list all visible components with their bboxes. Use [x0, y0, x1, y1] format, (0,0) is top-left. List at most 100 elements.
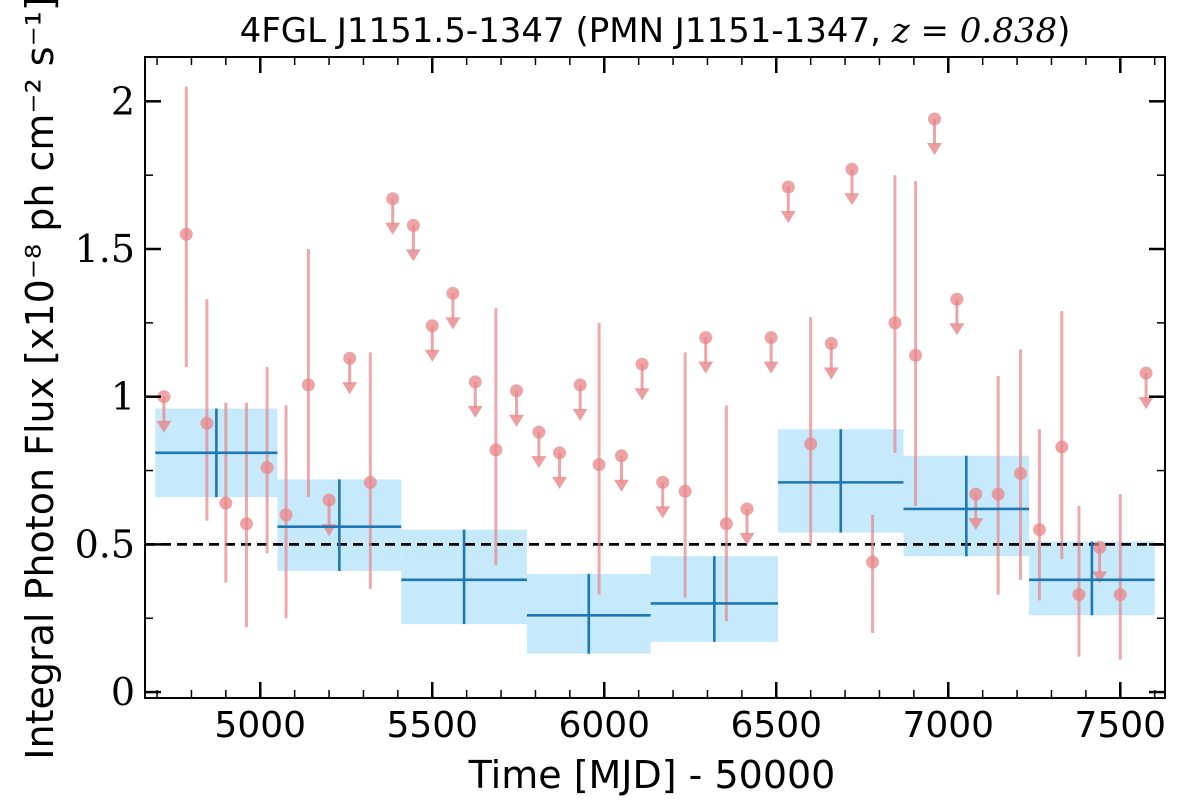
data-point-marker: [200, 416, 214, 430]
data-point-marker: [1113, 588, 1127, 602]
upper-limit: [1138, 366, 1154, 410]
upper-limit-arrow-head: [739, 532, 755, 545]
y-axis-label: Integral Photon Flux [x10⁻⁸ ph cm⁻² s⁻¹]: [18, 0, 62, 760]
upper-limit: [949, 292, 965, 336]
data-point-marker: [260, 461, 274, 475]
upper-limit: [1092, 540, 1108, 584]
data-point: [991, 376, 1005, 595]
upper-limit: [342, 351, 358, 395]
upper-limit-arrow-head: [445, 317, 461, 330]
upper-limit: [531, 425, 547, 469]
long-bin: [1029, 541, 1155, 616]
upper-limit: [927, 112, 943, 156]
data-point-marker: [1072, 588, 1086, 602]
data-point-marker: [1055, 440, 1069, 454]
upper-limit: [552, 446, 568, 489]
upper-limit: [739, 502, 755, 545]
upper-limit-arrow-head: [1138, 397, 1154, 410]
data-point: [678, 352, 692, 598]
data-point-marker: [363, 475, 377, 489]
chart-title: 4FGL J1151.5-1347 (PMN J1151-1347, z = 0…: [240, 11, 1071, 51]
x-tick-label: 6500: [730, 705, 822, 746]
upper-limit: [698, 331, 714, 374]
data-point-marker: [301, 378, 315, 392]
x-tick-label: 5500: [386, 705, 478, 746]
data-point-marker: [279, 508, 293, 522]
chart-title-close: ): [1057, 11, 1070, 51]
upper-limit: [780, 180, 796, 223]
data-point-marker: [239, 517, 253, 531]
data-point: [888, 175, 902, 453]
data-point-marker: [489, 443, 503, 457]
plot-area: 5000 5500 6000 6500 7000 7500 0 0.5 1 1.5 2: [75, 56, 1166, 746]
x-tick-label: 7500: [1074, 705, 1166, 746]
upper-limit-arrow-head: [156, 420, 172, 433]
data-point-marker: [678, 484, 692, 498]
upper-limit-arrow-head: [405, 249, 421, 262]
data-point: [1113, 494, 1127, 660]
x-axis-label: Time [MJD] - 50000: [468, 753, 836, 797]
upper-limit: [405, 218, 421, 262]
data-point: [219, 402, 233, 583]
upper-limit-arrow-head: [1092, 571, 1108, 584]
data-point-marker: [179, 227, 193, 241]
upper-limit-arrow-head: [780, 210, 796, 223]
data-point-marker: [219, 496, 233, 510]
upper-limit: [844, 162, 860, 206]
upper-limit-arrow-head: [823, 367, 839, 380]
data-point: [363, 352, 377, 589]
data-point-marker: [991, 487, 1005, 501]
data-point: [909, 181, 923, 506]
y-tick-label: 2: [111, 79, 135, 123]
chart-title-redshift: z = 0.838: [891, 11, 1057, 51]
upper-limit: [763, 331, 779, 374]
data-point: [1032, 429, 1046, 601]
upper-limit: [968, 487, 984, 531]
data-point-marker: [909, 348, 923, 362]
y-tick-label: 0: [111, 670, 135, 714]
data-point: [1055, 311, 1069, 560]
data-point: [866, 514, 880, 634]
data-point-marker: [1032, 523, 1046, 537]
long-bin: [277, 479, 402, 571]
data-point: [200, 299, 214, 521]
upper-limit-arrow-head: [613, 479, 629, 492]
upper-limit: [156, 390, 172, 433]
upper-limit: [509, 384, 525, 427]
data-point: [179, 86, 193, 368]
long-bin: [903, 455, 1030, 557]
data-point-marker: [1014, 467, 1028, 481]
data-point-marker: [804, 437, 818, 451]
x-tick-label: 5000: [214, 705, 306, 746]
upper-limit-arrow-head: [698, 361, 714, 374]
data-point-marker: [866, 555, 880, 569]
upper-limit: [613, 449, 629, 492]
upper-limit-arrow-head: [385, 222, 401, 235]
data-point: [301, 249, 315, 498]
data-point: [1014, 349, 1028, 580]
data-point-marker: [592, 458, 606, 472]
y-tick-label: 1: [111, 375, 135, 419]
long-bin: [401, 529, 527, 625]
upper-limit-arrow-head: [552, 476, 568, 489]
data-point: [804, 316, 818, 545]
x-tick-label: 7000: [902, 705, 994, 746]
long-bin: [650, 556, 778, 642]
data-point: [1072, 505, 1086, 657]
chart-title-text: 4FGL J1151.5-1347 (PMN J1151-1347,: [240, 11, 892, 51]
data-point: [279, 405, 293, 619]
upper-limit-arrow-head: [949, 323, 965, 336]
long-bin: [155, 408, 278, 498]
data-point-marker: [719, 517, 733, 531]
upper-limit-arrow-head: [509, 414, 525, 427]
upper-limit-arrow-head: [572, 408, 588, 421]
upper-limit: [823, 337, 839, 380]
x-tick-label: 6000: [558, 705, 650, 746]
upper-limit: [572, 378, 588, 421]
data-point: [592, 322, 606, 595]
upper-limit-arrow-head: [467, 405, 483, 418]
upper-limit-arrow-head: [763, 361, 779, 374]
upper-limit-arrow-head: [968, 518, 984, 531]
upper-limit-arrow-head: [844, 193, 860, 206]
